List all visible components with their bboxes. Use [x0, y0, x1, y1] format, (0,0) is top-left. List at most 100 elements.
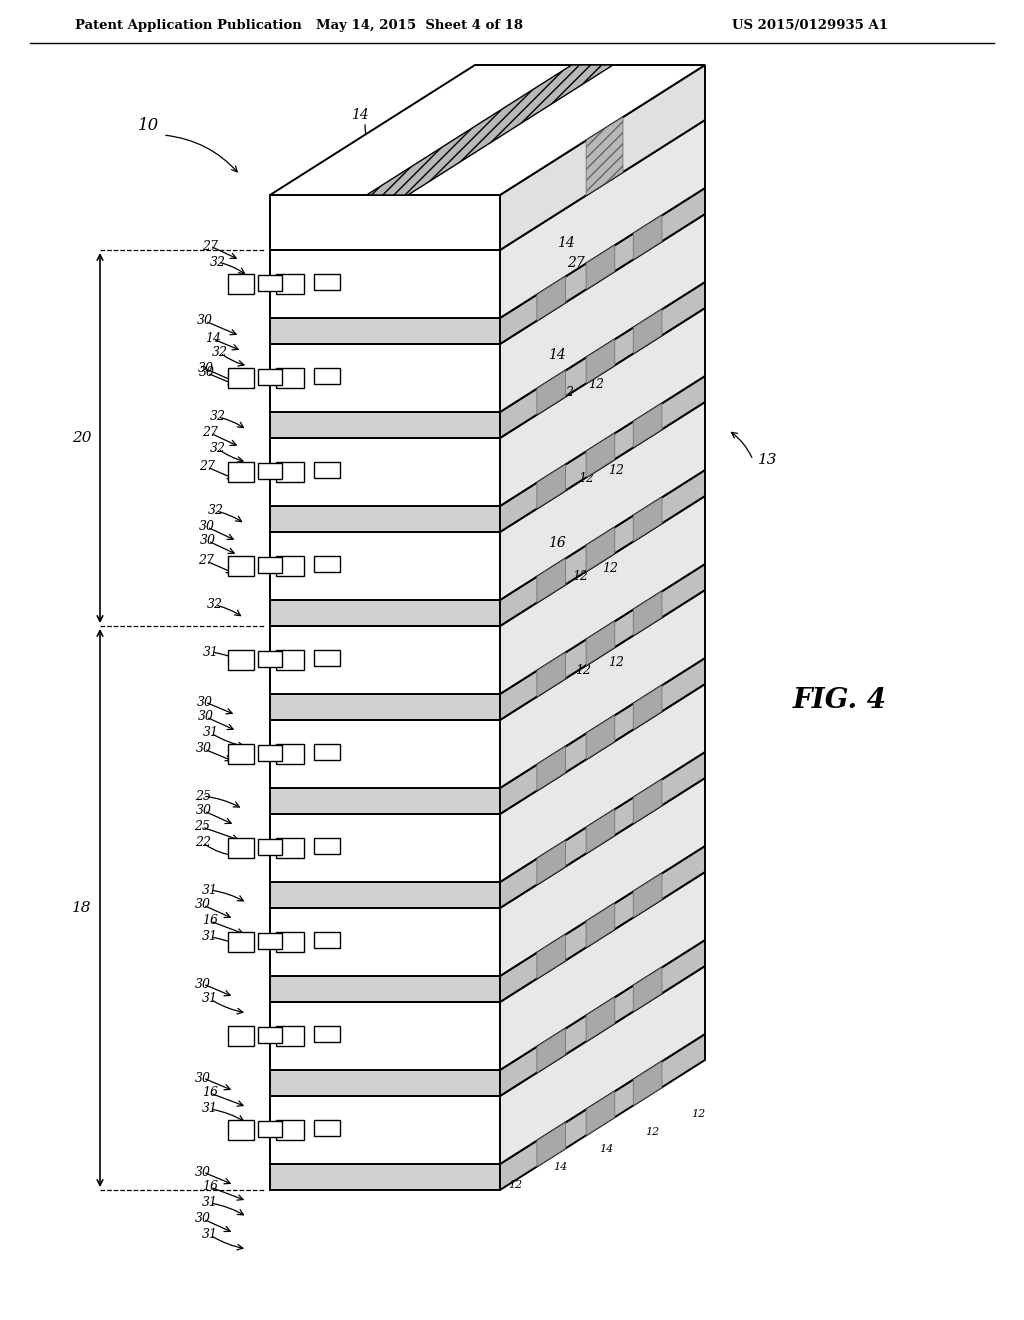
Bar	[276, 744, 304, 764]
Bar	[314, 1026, 340, 1041]
Text: 31: 31	[202, 931, 218, 944]
Bar	[314, 838, 340, 854]
Polygon shape	[633, 215, 662, 260]
Text: 32: 32	[210, 256, 226, 268]
Text: 16: 16	[548, 536, 566, 549]
Polygon shape	[537, 276, 565, 321]
Bar	[258, 463, 282, 479]
Bar	[228, 275, 254, 294]
Bar	[314, 368, 340, 384]
Text: 14: 14	[557, 236, 574, 249]
Bar	[276, 275, 304, 294]
Bar	[314, 932, 340, 948]
Text: 13: 13	[758, 453, 778, 467]
Bar	[228, 1026, 254, 1045]
Bar	[228, 368, 254, 388]
Text: 12: 12	[575, 664, 591, 677]
Text: 27: 27	[202, 426, 218, 440]
Text: 12: 12	[608, 465, 625, 477]
Polygon shape	[270, 719, 500, 788]
Polygon shape	[500, 120, 705, 318]
Polygon shape	[270, 814, 500, 882]
Polygon shape	[633, 498, 662, 541]
Polygon shape	[270, 694, 500, 719]
Polygon shape	[500, 752, 705, 908]
Polygon shape	[586, 527, 614, 572]
Polygon shape	[537, 841, 565, 884]
Bar	[276, 932, 304, 952]
Bar	[258, 744, 282, 762]
Text: 16: 16	[202, 915, 218, 928]
Text: 25: 25	[194, 821, 210, 833]
Text: 12: 12	[645, 1127, 659, 1137]
Bar	[276, 462, 304, 482]
Polygon shape	[586, 809, 614, 854]
Polygon shape	[500, 873, 705, 1071]
Polygon shape	[537, 1122, 565, 1167]
Bar	[258, 651, 282, 667]
Polygon shape	[586, 246, 614, 289]
Text: 22: 22	[195, 837, 211, 850]
Polygon shape	[270, 1071, 500, 1096]
Polygon shape	[586, 339, 614, 383]
Polygon shape	[270, 65, 705, 195]
Polygon shape	[270, 1002, 500, 1071]
Polygon shape	[537, 371, 565, 414]
Text: 12: 12	[579, 473, 594, 484]
Polygon shape	[500, 564, 705, 719]
Polygon shape	[586, 622, 614, 665]
Polygon shape	[537, 652, 565, 697]
Text: 30: 30	[195, 1213, 211, 1225]
Bar	[228, 744, 254, 764]
Polygon shape	[270, 345, 500, 412]
Polygon shape	[270, 1096, 500, 1164]
Polygon shape	[586, 1092, 614, 1135]
Polygon shape	[537, 558, 565, 603]
Text: 18: 18	[73, 902, 92, 915]
Text: 32: 32	[207, 598, 223, 611]
Bar	[314, 556, 340, 572]
Text: 31: 31	[203, 726, 219, 739]
Text: 10: 10	[137, 116, 159, 133]
Polygon shape	[586, 997, 614, 1041]
Bar	[258, 275, 282, 290]
Bar	[228, 838, 254, 858]
Polygon shape	[537, 935, 565, 978]
Polygon shape	[537, 1028, 565, 1073]
Text: 30: 30	[198, 363, 214, 375]
Text: 12: 12	[691, 1109, 706, 1119]
Text: 31: 31	[202, 1196, 218, 1209]
Text: 31: 31	[202, 993, 218, 1006]
Text: 31: 31	[202, 1229, 218, 1242]
Text: 27: 27	[198, 554, 214, 568]
Polygon shape	[270, 788, 500, 814]
Text: Patent Application Publication: Patent Application Publication	[75, 18, 302, 32]
Bar	[276, 556, 304, 576]
Bar	[314, 744, 340, 760]
Text: 14: 14	[205, 333, 221, 346]
Polygon shape	[500, 940, 705, 1096]
Polygon shape	[367, 65, 613, 195]
Bar	[314, 462, 340, 478]
Text: 14: 14	[554, 1162, 568, 1172]
Polygon shape	[270, 601, 500, 626]
Text: 16: 16	[202, 1086, 218, 1100]
Polygon shape	[537, 465, 565, 508]
Polygon shape	[500, 777, 705, 975]
Text: 12: 12	[588, 378, 604, 391]
Text: 12: 12	[572, 570, 588, 583]
Bar	[258, 1121, 282, 1137]
Bar	[228, 1119, 254, 1140]
Text: 30: 30	[196, 742, 212, 755]
Polygon shape	[633, 1061, 662, 1106]
Polygon shape	[270, 908, 500, 975]
Text: 20: 20	[73, 432, 92, 445]
Text: 32: 32	[210, 442, 226, 455]
Polygon shape	[633, 309, 662, 354]
Polygon shape	[500, 214, 705, 412]
Polygon shape	[537, 746, 565, 791]
Polygon shape	[500, 684, 705, 882]
Bar	[228, 462, 254, 482]
Polygon shape	[500, 308, 705, 506]
Text: 12: 12	[481, 98, 499, 112]
